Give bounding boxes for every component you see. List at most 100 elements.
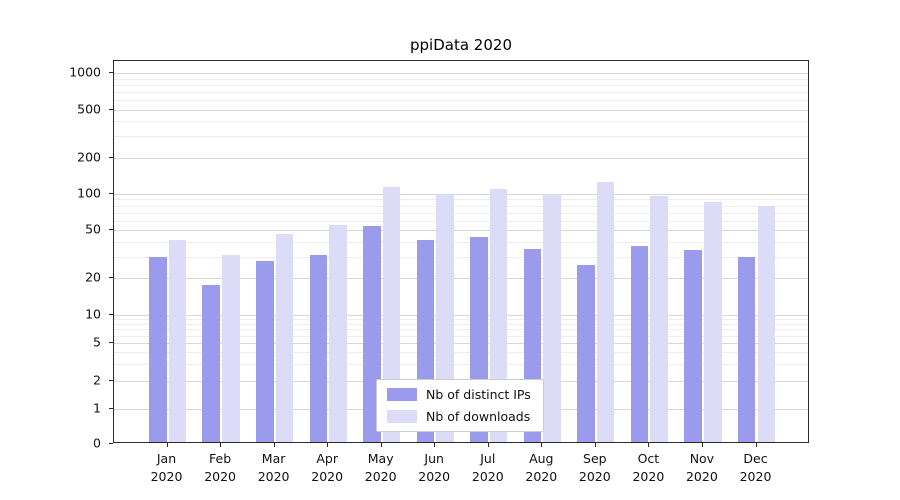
minor-gridline bbox=[114, 136, 808, 138]
plot-area: Nb of distinct IPs Nb of downloads bbox=[113, 60, 809, 443]
major-gridline bbox=[114, 157, 808, 159]
x-tick-label: Apr 2020 bbox=[311, 451, 344, 484]
bar-distinct-ips bbox=[630, 245, 649, 442]
major-gridline bbox=[114, 314, 808, 316]
y-tick-mark bbox=[109, 379, 113, 381]
x-tick-label: Feb 2020 bbox=[204, 451, 236, 484]
minor-gridline bbox=[114, 91, 808, 93]
y-tick-mark bbox=[109, 342, 113, 344]
y-tick-label: 1000 bbox=[69, 64, 101, 80]
legend-entry-downloads: Nb of downloads bbox=[387, 409, 531, 424]
x-tick-label: Nov 2020 bbox=[685, 451, 718, 484]
y-tick-mark bbox=[109, 408, 113, 409]
x-tick-mark bbox=[487, 443, 489, 447]
bar-downloads bbox=[596, 181, 615, 442]
legend-label-distinct-ips: Nb of distinct IPs bbox=[426, 387, 531, 402]
x-tick-label: Mar 2020 bbox=[257, 451, 290, 484]
x-tick-label: Jul 2020 bbox=[471, 451, 504, 484]
y-tick-label: 5 bbox=[93, 334, 101, 350]
x-tick-label: Jan 2020 bbox=[150, 451, 183, 484]
bar-distinct-ips bbox=[737, 256, 756, 442]
bar-downloads bbox=[757, 205, 776, 442]
x-tick-mark bbox=[541, 443, 543, 447]
y-tick-mark bbox=[109, 229, 113, 231]
legend-label-downloads: Nb of downloads bbox=[426, 409, 531, 424]
x-tick-mark bbox=[273, 443, 275, 447]
minor-gridline bbox=[114, 352, 808, 354]
minor-gridline bbox=[114, 84, 808, 86]
x-tick-mark bbox=[434, 443, 436, 447]
bar-downloads bbox=[222, 255, 240, 442]
bar-downloads bbox=[543, 193, 561, 442]
y-tick-mark bbox=[109, 156, 113, 158]
bar-distinct-ips bbox=[148, 256, 167, 442]
minor-gridline bbox=[114, 212, 808, 214]
minor-gridline bbox=[114, 329, 808, 331]
y-tick-label: 100 bbox=[77, 185, 101, 201]
bar-downloads bbox=[168, 240, 187, 442]
minor-gridline bbox=[114, 99, 808, 101]
x-tick-mark bbox=[594, 443, 596, 447]
bar-distinct-ips bbox=[255, 260, 274, 442]
x-tick-label: Oct 2020 bbox=[632, 451, 665, 484]
y-tick-mark bbox=[109, 192, 113, 194]
minor-gridline bbox=[114, 78, 808, 80]
minor-gridline bbox=[114, 335, 808, 337]
legend-entry-distinct-ips: Nb of distinct IPs bbox=[387, 387, 531, 402]
bar-distinct-ips bbox=[309, 255, 328, 442]
y-tick-label: 50 bbox=[85, 221, 101, 237]
minor-gridline bbox=[114, 257, 808, 259]
y-tick-label: 10 bbox=[85, 306, 101, 322]
x-tick-label: Aug 2020 bbox=[525, 451, 558, 484]
minor-gridline bbox=[114, 199, 808, 201]
minor-gridline bbox=[114, 205, 808, 207]
major-gridline bbox=[114, 278, 808, 280]
bar-downloads bbox=[650, 195, 669, 442]
x-tick-label: Sep 2020 bbox=[578, 451, 611, 484]
x-tick-label: May 2020 bbox=[364, 451, 397, 484]
bar-distinct-ips bbox=[202, 284, 221, 442]
legend-swatch-downloads bbox=[387, 410, 417, 423]
x-tick-mark bbox=[166, 443, 168, 447]
y-tick-label: 20 bbox=[85, 269, 101, 285]
major-gridline bbox=[114, 193, 808, 195]
bar-downloads bbox=[703, 202, 722, 442]
x-tick-mark bbox=[220, 443, 222, 447]
y-tick-mark bbox=[109, 108, 113, 110]
y-tick-mark bbox=[109, 277, 113, 279]
x-tick-mark bbox=[701, 443, 703, 447]
bar-downloads bbox=[382, 186, 401, 442]
minor-gridline bbox=[114, 319, 808, 320]
x-tick-mark bbox=[755, 443, 757, 447]
bar-downloads bbox=[329, 225, 347, 442]
bar-distinct-ips bbox=[577, 264, 595, 442]
bar-downloads bbox=[489, 189, 508, 442]
y-tick-label: 2 bbox=[93, 372, 101, 388]
y-tick-mark bbox=[109, 443, 113, 444]
x-tick-label: Dec 2020 bbox=[739, 451, 772, 484]
bar-downloads bbox=[275, 233, 294, 442]
major-gridline bbox=[114, 73, 808, 75]
x-tick-mark bbox=[327, 443, 329, 447]
x-tick-label: Jun 2020 bbox=[418, 451, 451, 484]
legend: Nb of distinct IPs Nb of downloads bbox=[376, 379, 544, 432]
major-gridline bbox=[114, 343, 808, 345]
legend-swatch-distinct-ips bbox=[387, 388, 417, 401]
y-tick-label: 1 bbox=[93, 400, 101, 416]
y-tick-label: 0 bbox=[93, 435, 101, 451]
minor-gridline bbox=[114, 242, 808, 243]
x-tick-mark bbox=[648, 443, 650, 447]
minor-gridline bbox=[114, 220, 808, 222]
minor-gridline bbox=[114, 364, 808, 365]
y-tick-label: 200 bbox=[77, 149, 101, 164]
x-tick-mark bbox=[380, 443, 382, 447]
chart-title: ppiData 2020 bbox=[410, 36, 512, 54]
y-tick-mark bbox=[109, 72, 113, 74]
y-tick-mark bbox=[109, 313, 113, 315]
bar-distinct-ips bbox=[684, 250, 702, 442]
minor-gridline bbox=[114, 323, 808, 325]
y-tick-label: 500 bbox=[77, 101, 101, 116]
major-gridline bbox=[114, 230, 808, 232]
major-gridline bbox=[114, 109, 808, 111]
